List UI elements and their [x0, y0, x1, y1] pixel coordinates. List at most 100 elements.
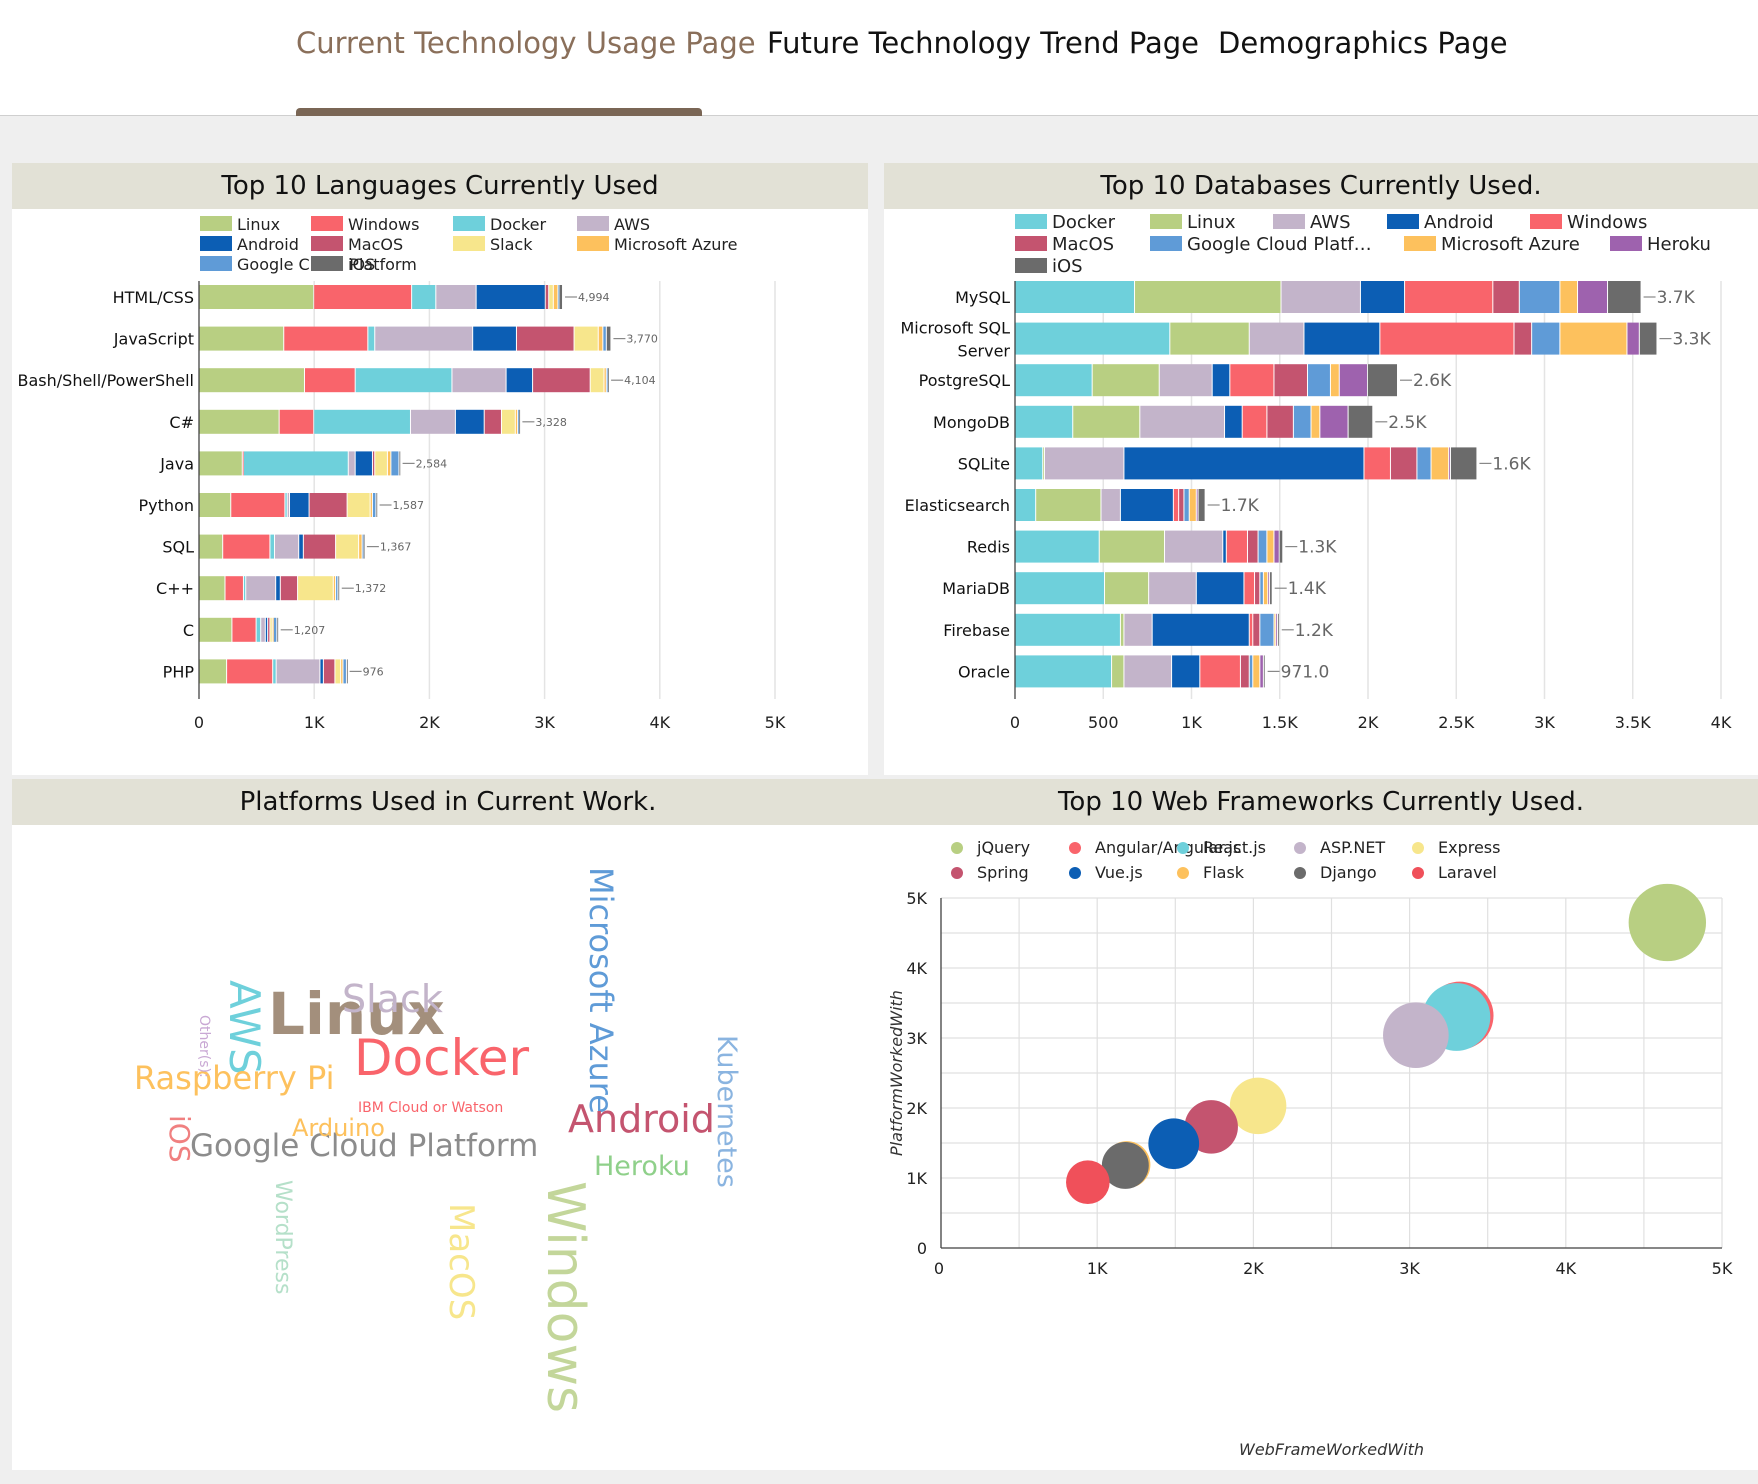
- bar-segment-ios[interactable]: [1198, 489, 1205, 521]
- bar-segment-macos[interactable]: [484, 409, 501, 434]
- bar-segment-microsoft-azure[interactable]: [1311, 405, 1320, 438]
- bar-segment-ios[interactable]: [1263, 655, 1265, 688]
- bar-segment-aws[interactable]: [276, 659, 320, 684]
- bar-segment-android[interactable]: [1196, 572, 1244, 605]
- legend-item-express[interactable]: Express: [1412, 838, 1500, 857]
- bar-segment-ios[interactable]: [1277, 613, 1279, 646]
- bar-segment-android[interactable]: [1124, 447, 1364, 480]
- cloud-word-android[interactable]: Android: [568, 1097, 715, 1141]
- bar-segment-docker[interactable]: [1015, 613, 1120, 646]
- bar-segment-ios[interactable]: [519, 409, 521, 434]
- bar-segment-aws[interactable]: [1124, 613, 1152, 646]
- bar-segment-slack[interactable]: [270, 617, 272, 642]
- bar-segment-aws[interactable]: [1159, 364, 1212, 397]
- bar-segment-ios[interactable]: [338, 576, 340, 601]
- bar-segment-microsoft-azure[interactable]: [341, 659, 343, 684]
- bar-segment-macos[interactable]: [268, 617, 270, 642]
- bar-segment-slack[interactable]: [574, 326, 598, 351]
- bar-segment-linux[interactable]: [1099, 530, 1165, 563]
- bar-segment-macos[interactable]: [516, 326, 574, 351]
- bar-segment-android[interactable]: [355, 451, 372, 476]
- bar-segment-aws[interactable]: [1101, 489, 1120, 521]
- bar-segment-macos[interactable]: [1267, 405, 1293, 438]
- bar-segment-microsoft-azure[interactable]: [272, 617, 274, 642]
- bar-segment-windows[interactable]: [223, 534, 270, 559]
- bubble-asp-net[interactable]: [1383, 1002, 1449, 1069]
- bar-segment-google-cloud-platform[interactable]: [343, 659, 346, 684]
- bar-segment-linux[interactable]: [199, 285, 314, 309]
- bar-segment-android[interactable]: [276, 576, 280, 601]
- cloud-word-other-s[interactable]: Other(s):: [196, 1015, 212, 1078]
- bar-segment-linux[interactable]: [199, 368, 304, 393]
- bar-segment-macos[interactable]: [1274, 364, 1307, 397]
- bar-segment-linux[interactable]: [199, 617, 232, 642]
- bar-segment-aws[interactable]: [1165, 530, 1223, 563]
- legend-item-angular-angular-js[interactable]: Angular/Angular.js: [1069, 838, 1241, 857]
- bar-segment-linux[interactable]: [199, 659, 227, 684]
- cloud-word-kubernetes[interactable]: Kubernetes: [711, 1035, 742, 1188]
- cloud-word-microsoft-azure[interactable]: Microsoft Azure: [582, 867, 620, 1114]
- legend-item-linux[interactable]: Linux: [1150, 212, 1236, 233]
- legend-item-spring[interactable]: Spring: [951, 863, 1029, 882]
- bar-segment-aws[interactable]: [1045, 447, 1124, 480]
- bar-segment-google-cloud-platform[interactable]: [391, 451, 399, 476]
- legend-item-windows[interactable]: Windows: [311, 215, 419, 234]
- bar-segment-windows[interactable]: [1380, 322, 1514, 355]
- bar-segment-windows[interactable]: [1249, 613, 1253, 646]
- bar-segment-heroku[interactable]: [1196, 489, 1198, 521]
- bar-segment-microsoft-azure[interactable]: [359, 534, 362, 559]
- bar-segment-ios[interactable]: [1270, 572, 1272, 605]
- tab-future-technology-trend[interactable]: Future Technology Trend Page: [767, 26, 1200, 60]
- legend-item-ios[interactable]: iOS: [1015, 256, 1083, 277]
- bar-segment-macos[interactable]: [1240, 655, 1249, 688]
- bar-segment-android[interactable]: [476, 285, 545, 309]
- bar-segment-aws[interactable]: [1281, 281, 1360, 313]
- bar-segment-google-cloud-platform[interactable]: [1532, 322, 1560, 355]
- bar-segment-ios[interactable]: [1368, 364, 1398, 397]
- bar-segment-microsoft-azure[interactable]: [515, 409, 518, 434]
- legend-item-google-cloud-platform[interactable]: Google Cloud Platform: [200, 255, 417, 274]
- bar-segment-docker[interactable]: [1015, 572, 1105, 605]
- bar-segment-windows[interactable]: [231, 493, 285, 517]
- bar-segment-google-cloud-platform[interactable]: [1293, 405, 1311, 438]
- bar-segment-windows[interactable]: [242, 451, 244, 476]
- cloud-word-raspberry-pi[interactable]: Raspberry Pi: [134, 1059, 334, 1097]
- cloud-word-aws[interactable]: AWS: [220, 980, 269, 1075]
- cloud-word-slack[interactable]: Slack: [342, 977, 443, 1021]
- bar-segment-docker[interactable]: [1015, 364, 1092, 397]
- bar-segment-ios[interactable]: [1608, 281, 1641, 313]
- legend-item-ios[interactable]: iOS: [311, 255, 375, 274]
- bar-segment-microsoft-azure[interactable]: [604, 368, 606, 393]
- bar-segment-ios[interactable]: [376, 493, 378, 517]
- legend-item-heroku[interactable]: Heroku: [1610, 234, 1711, 255]
- bar-segment-windows[interactable]: [284, 326, 368, 351]
- bar-segment-heroku[interactable]: [1627, 322, 1639, 355]
- bubble-express[interactable]: [1229, 1077, 1287, 1135]
- bar-segment-linux[interactable]: [1112, 655, 1124, 688]
- legend-item-aws[interactable]: AWS: [1273, 212, 1351, 233]
- bubble-jquery[interactable]: [1628, 883, 1707, 962]
- bar-segment-heroku[interactable]: [1274, 530, 1279, 563]
- bar-segment-macos[interactable]: [1390, 447, 1417, 480]
- bar-segment-microsoft-azure[interactable]: [1189, 489, 1196, 521]
- legend-item-microsoft-azure[interactable]: Microsoft Azure: [577, 235, 737, 254]
- bar-segment-docker[interactable]: [243, 451, 348, 476]
- legend-item-windows[interactable]: Windows: [1530, 212, 1647, 233]
- bar-segment-aws[interactable]: [1124, 655, 1172, 688]
- bar-segment-macos[interactable]: [303, 534, 336, 559]
- bar-segment-microsoft-azure[interactable]: [1274, 613, 1276, 646]
- bar-segment-aws[interactable]: [1249, 322, 1304, 355]
- bar-segment-heroku[interactable]: [1268, 572, 1270, 605]
- bar-segment-macos[interactable]: [1493, 281, 1519, 313]
- bar-segment-android[interactable]: [1120, 489, 1173, 521]
- bar-segment-windows[interactable]: [1405, 281, 1493, 313]
- bar-segment-aws[interactable]: [348, 451, 355, 476]
- bar-segment-macos[interactable]: [533, 368, 590, 393]
- bar-segment-ios[interactable]: [606, 326, 611, 351]
- bar-segment-microsoft-azure[interactable]: [387, 451, 391, 476]
- bar-segment-slack[interactable]: [375, 451, 387, 476]
- legend-item-macos[interactable]: MacOS: [1015, 234, 1114, 255]
- legend-item-android[interactable]: Android: [1387, 212, 1494, 233]
- bar-segment-aws[interactable]: [375, 326, 473, 351]
- bar-segment-macos[interactable]: [1179, 489, 1184, 521]
